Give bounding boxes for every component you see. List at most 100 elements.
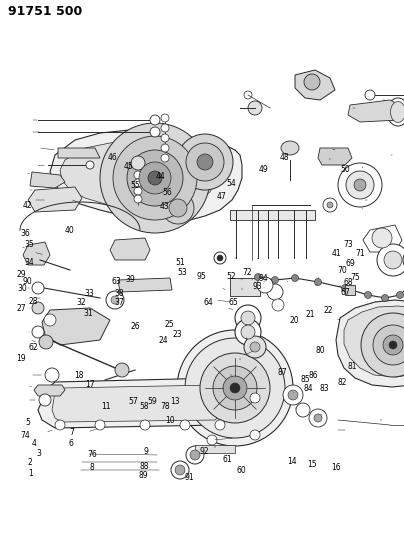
Circle shape — [235, 319, 261, 345]
Text: 27: 27 — [16, 304, 26, 312]
Text: 55: 55 — [130, 181, 140, 190]
Circle shape — [207, 435, 217, 445]
Text: 15: 15 — [307, 461, 317, 469]
Circle shape — [134, 195, 142, 203]
Circle shape — [323, 198, 337, 212]
Text: 88: 88 — [140, 462, 149, 471]
Polygon shape — [363, 225, 402, 252]
Polygon shape — [295, 70, 335, 100]
Text: 93: 93 — [253, 282, 263, 291]
Text: 64: 64 — [203, 298, 213, 307]
Text: 20: 20 — [289, 317, 299, 325]
Circle shape — [197, 154, 213, 170]
Text: 44: 44 — [156, 173, 166, 181]
Circle shape — [150, 127, 160, 137]
Circle shape — [111, 296, 119, 304]
Circle shape — [304, 74, 320, 90]
Circle shape — [169, 199, 187, 217]
Circle shape — [44, 314, 56, 326]
Circle shape — [288, 390, 298, 400]
Text: 78: 78 — [160, 402, 170, 410]
Text: 21: 21 — [305, 310, 315, 319]
Text: 90: 90 — [23, 277, 32, 286]
Text: 74: 74 — [20, 432, 30, 440]
Circle shape — [396, 292, 404, 298]
Bar — [230, 210, 315, 220]
Text: 49: 49 — [259, 165, 268, 174]
Text: 71: 71 — [356, 249, 365, 257]
Text: 32: 32 — [77, 298, 86, 307]
Circle shape — [113, 136, 197, 220]
Circle shape — [250, 342, 260, 352]
Text: 34: 34 — [24, 258, 34, 266]
Circle shape — [296, 403, 310, 417]
Circle shape — [309, 409, 327, 427]
Text: 59: 59 — [148, 398, 158, 406]
Circle shape — [314, 414, 322, 422]
Text: 26: 26 — [130, 322, 140, 330]
Text: 2: 2 — [28, 458, 33, 467]
Text: 31: 31 — [83, 309, 93, 318]
Circle shape — [134, 171, 142, 179]
Circle shape — [346, 171, 374, 199]
Text: 17: 17 — [85, 381, 95, 389]
Text: 75: 75 — [350, 273, 360, 281]
Text: 85: 85 — [300, 375, 310, 384]
Circle shape — [403, 248, 404, 272]
Circle shape — [32, 282, 44, 294]
Polygon shape — [38, 378, 235, 428]
Text: 81: 81 — [347, 362, 357, 371]
Text: 47: 47 — [217, 192, 226, 200]
Circle shape — [292, 274, 299, 281]
Circle shape — [217, 255, 223, 261]
Text: 42: 42 — [23, 201, 32, 209]
Text: 84: 84 — [303, 384, 313, 392]
Text: 1: 1 — [28, 469, 33, 478]
Text: 48: 48 — [280, 153, 290, 161]
Polygon shape — [50, 130, 242, 222]
Circle shape — [100, 123, 210, 233]
Text: 61: 61 — [222, 455, 232, 464]
Circle shape — [365, 90, 375, 100]
Circle shape — [244, 91, 252, 99]
Text: 41: 41 — [331, 249, 341, 257]
Text: 23: 23 — [172, 330, 182, 339]
Polygon shape — [348, 100, 404, 122]
Polygon shape — [23, 242, 50, 265]
Circle shape — [95, 420, 105, 430]
Circle shape — [267, 284, 283, 300]
Circle shape — [250, 430, 260, 440]
Circle shape — [45, 368, 59, 382]
Circle shape — [150, 115, 160, 125]
Text: 51: 51 — [175, 258, 185, 266]
Text: 22: 22 — [323, 306, 333, 314]
Text: 53: 53 — [178, 269, 187, 277]
Circle shape — [373, 325, 404, 365]
Bar — [345, 285, 355, 295]
Circle shape — [271, 277, 278, 284]
Ellipse shape — [281, 141, 299, 155]
Circle shape — [241, 311, 255, 325]
Text: 83: 83 — [319, 384, 329, 392]
Text: 73: 73 — [343, 240, 353, 248]
Circle shape — [241, 325, 255, 339]
Circle shape — [148, 171, 162, 185]
Circle shape — [314, 279, 322, 286]
Circle shape — [364, 292, 372, 298]
Text: 91751 500: 91751 500 — [8, 5, 82, 18]
Text: 65: 65 — [229, 298, 238, 307]
Text: 57: 57 — [128, 398, 138, 406]
Text: 6: 6 — [68, 439, 73, 448]
Circle shape — [235, 305, 261, 331]
Text: 46: 46 — [107, 153, 117, 161]
Text: 50: 50 — [341, 165, 350, 174]
Text: 35: 35 — [24, 240, 34, 248]
Text: 9: 9 — [143, 448, 148, 456]
Text: 18: 18 — [74, 372, 84, 380]
Circle shape — [327, 202, 333, 208]
Text: 69: 69 — [346, 260, 356, 268]
Circle shape — [283, 385, 303, 405]
Text: 82: 82 — [338, 378, 347, 387]
Text: 58: 58 — [140, 402, 149, 410]
Polygon shape — [110, 238, 150, 260]
